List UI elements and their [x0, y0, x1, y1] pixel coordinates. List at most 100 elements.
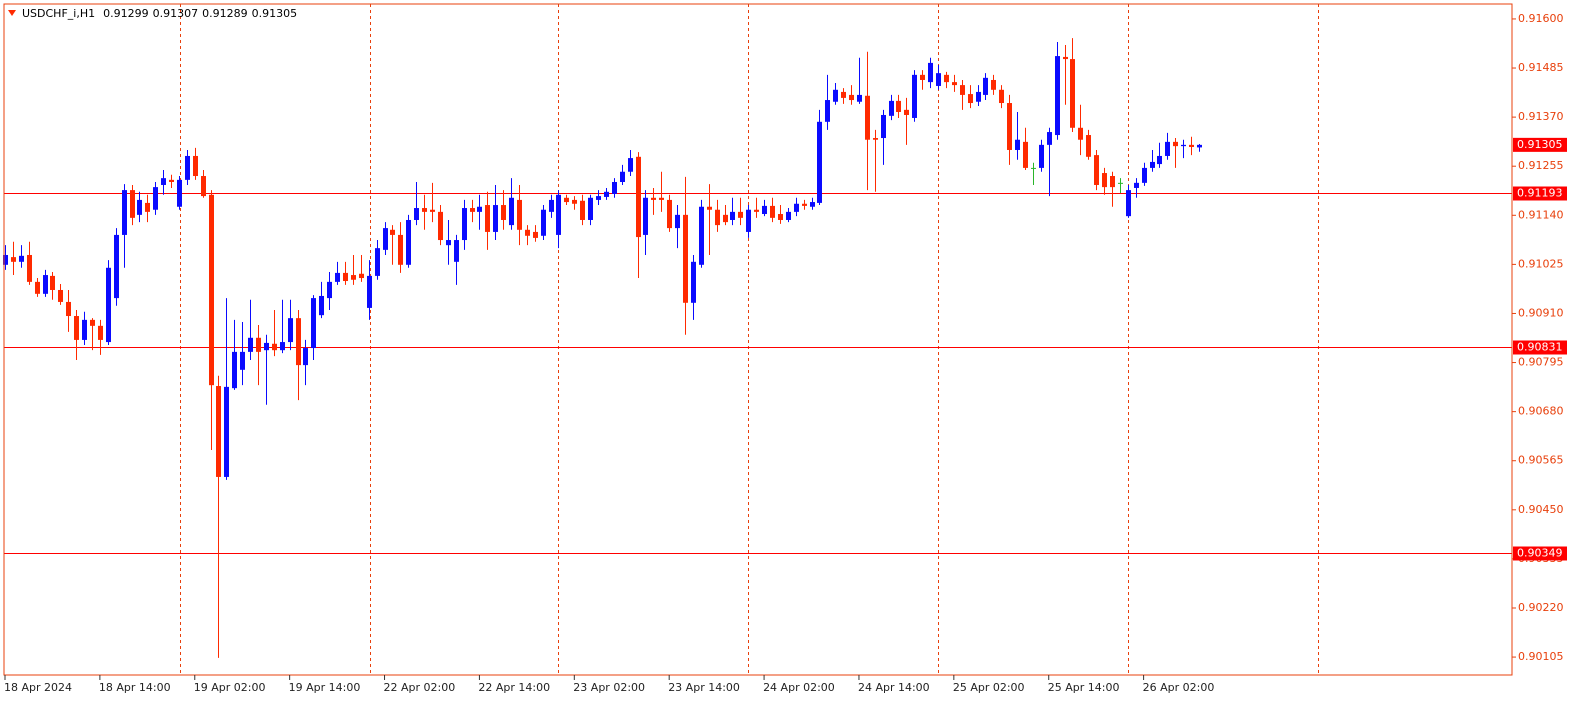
candle-body [169, 179, 174, 182]
candle-body [643, 197, 648, 235]
candle-body [1007, 103, 1012, 150]
candle-body [1102, 173, 1107, 188]
candle-body [667, 199, 672, 229]
candle-body [936, 73, 941, 86]
candle-body [383, 228, 388, 250]
candle-body [303, 348, 308, 366]
candle-body [224, 386, 229, 477]
candle-body [1023, 141, 1028, 168]
candle-body [66, 301, 71, 317]
candle-body [968, 94, 973, 104]
candle-body [35, 281, 40, 294]
candle-body [572, 199, 577, 204]
collapse-icon[interactable] [8, 10, 16, 16]
y-tick-label: 0.90910 [1518, 306, 1564, 319]
candle-body [912, 74, 917, 118]
header-low: 0.91289 [202, 7, 248, 20]
candle-body [651, 197, 656, 200]
candle-body [833, 89, 838, 102]
candle-body [825, 100, 830, 122]
candle-body [1142, 167, 1147, 183]
candle-body [999, 89, 1004, 104]
candle-body [1039, 144, 1044, 168]
candle-body [802, 203, 807, 206]
candle-body [153, 187, 158, 210]
x-tick-label: 24 Apr 14:00 [858, 681, 930, 694]
candle-body [944, 74, 949, 83]
candle-body [683, 214, 688, 303]
candle-body [754, 209, 759, 212]
candle-body [27, 254, 32, 282]
candle-body [952, 82, 957, 86]
candle-body [462, 208, 467, 241]
level-label: 0.90349 [1517, 547, 1563, 560]
axes: 0.91600 0.91485 0.91370 0.91255 0.91140 0.910… [3, 3, 1567, 694]
candle-body [778, 214, 783, 220]
candle-body [1150, 161, 1155, 168]
candle-body [1165, 141, 1170, 156]
x-tick-label: 25 Apr 02:00 [953, 681, 1025, 694]
x-tick-label: 26 Apr 02:00 [1143, 681, 1215, 694]
candle-body [1086, 135, 1091, 157]
candle-body [74, 316, 79, 340]
candle-body [185, 155, 190, 180]
y-tick-label: 0.90450 [1518, 503, 1564, 516]
candle-body [659, 197, 664, 200]
candle-body [296, 318, 301, 366]
candle-body [19, 255, 24, 262]
candle-body [786, 211, 791, 220]
candle-body [541, 209, 546, 236]
symbol: USDCHF_i,H1 [22, 7, 95, 20]
candle-body [50, 275, 55, 290]
candle-body [501, 205, 506, 220]
candle-body [620, 171, 625, 182]
candle-body [1197, 144, 1202, 148]
candle-body [817, 121, 822, 203]
candle-body [335, 272, 340, 282]
candle-body [398, 234, 403, 265]
x-tick-label: 18 Apr 14:00 [99, 681, 171, 694]
candle-body [896, 100, 901, 112]
x-tick-label: 22 Apr 14:00 [478, 681, 550, 694]
candle-body [983, 77, 988, 95]
candle-body [390, 229, 395, 235]
candle-body [82, 319, 87, 340]
y-tick-label: 0.91255 [1518, 159, 1564, 172]
candle-body [580, 200, 585, 220]
candle-body [1094, 155, 1099, 185]
candle-body [137, 199, 142, 215]
candle-body [477, 206, 482, 212]
candle-body [106, 267, 111, 343]
candle-body [525, 229, 530, 236]
candle-body [3, 254, 8, 265]
level-label: 0.90831 [1517, 341, 1563, 354]
candle-body [1063, 56, 1068, 60]
candle-body [470, 208, 475, 212]
y-tick-label: 0.90680 [1518, 405, 1564, 418]
candle-body [438, 211, 443, 241]
candle-body [359, 273, 364, 279]
header-text: USDCHF_i,H1 0.91299 0.91307 0.91289 0.91305 [22, 7, 297, 20]
candle-body [90, 319, 95, 326]
candle-body [430, 209, 435, 212]
candle-body [636, 156, 641, 238]
candle-body [232, 351, 237, 389]
candle-body [596, 196, 601, 200]
candle-body [1189, 144, 1194, 147]
candle-body [865, 95, 870, 140]
candle-body [762, 205, 767, 215]
header-open: 0.91299 [103, 7, 149, 20]
candle-body [485, 205, 490, 232]
candle-body [343, 272, 348, 282]
candle-body [272, 343, 277, 351]
y-tick-label: 0.90565 [1518, 454, 1564, 467]
candle-body [122, 190, 127, 235]
candle-body [841, 91, 846, 98]
candle-body [145, 202, 150, 212]
candle-body [904, 109, 909, 115]
candle-body [130, 190, 135, 218]
x-tick-label: 24 Apr 02:00 [763, 681, 835, 694]
candle-body [201, 176, 206, 197]
candle-body [209, 194, 214, 386]
